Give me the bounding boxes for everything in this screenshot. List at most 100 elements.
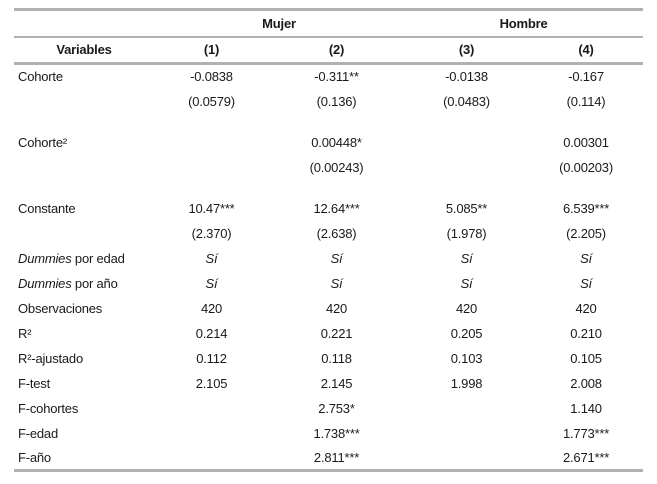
column-header-2: (2)	[269, 36, 405, 65]
value-cell: Sí	[580, 250, 592, 266]
value-cell	[404, 130, 529, 155]
value-cell: 420	[200, 300, 223, 316]
group-header-mujer: Mujer	[154, 9, 405, 38]
table-row-stat: R²-ajustado 0.112 0.118 0.103 0.105	[14, 346, 643, 371]
row-label: F-cohortes	[14, 396, 154, 421]
value-cell: 0.105	[570, 350, 602, 366]
value-cell: -0.0838	[190, 69, 233, 85]
row-label-part: F-test	[18, 375, 51, 391]
value-cell: 0.210	[570, 325, 602, 341]
value-cell	[154, 446, 269, 471]
row-label: F-test	[14, 371, 154, 396]
row-label: Cohorte²	[14, 130, 154, 155]
value-cell: 0.112	[196, 350, 227, 366]
row-label-part: Constante	[18, 200, 76, 216]
table-row-coef: Cohorte -0.0838 -0.311** -0.0138 -0.167	[14, 64, 643, 89]
value-cell: 2.008	[570, 375, 602, 391]
value-cell: 2.753*	[318, 400, 355, 416]
value-cell: Sí	[460, 275, 473, 291]
value-cell: 2.145	[320, 375, 353, 391]
value-cell: 1.140	[570, 400, 602, 416]
row-label-part: por edad	[71, 250, 125, 266]
row-label: R²-ajustado	[14, 346, 154, 371]
table-row-stat: F-año 2.811*** 2.671***	[14, 446, 643, 471]
value-cell: 0.00448*	[311, 134, 362, 150]
value-cell	[404, 396, 529, 421]
column-header-1: (1)	[154, 36, 269, 65]
value-cell: -0.0138	[445, 69, 488, 85]
row-label-part: Observaciones	[18, 300, 103, 316]
value-cell: 1.773***	[562, 425, 610, 441]
table-row-coef: Constante 10.47*** 12.64*** 5.085** 6.539***	[14, 196, 643, 221]
value-cell: 5.085**	[445, 200, 488, 216]
value-cell: 10.47***	[188, 200, 235, 216]
table-row-se: (2.370) (2.638) (1.978) (2.205)	[14, 221, 643, 246]
value-cell	[154, 130, 269, 155]
row-label: F-año	[14, 446, 154, 471]
value-cell: -0.311**	[314, 69, 359, 85]
row-label-part: Dummies	[18, 250, 72, 266]
column-header-3: (3)	[404, 36, 530, 65]
value-cell: 0.00301	[563, 134, 609, 150]
value-cell: 12.64***	[313, 200, 360, 216]
row-label-part: R²-ajustado	[18, 350, 83, 366]
row-label: Constante	[14, 196, 154, 221]
row-label	[14, 89, 154, 114]
value-cell: 0.221	[320, 325, 353, 341]
table-row-stat: Dummies por edad Sí Sí Sí Sí	[14, 246, 643, 271]
value-cell: 1.998	[450, 375, 483, 391]
spacer-row	[14, 114, 643, 130]
value-cell: (2.205)	[566, 225, 606, 241]
row-label-part: Cohorte²	[18, 134, 67, 150]
table-row-se: (0.00243) (0.00203)	[14, 155, 643, 180]
value-cell: 0.214	[195, 325, 228, 341]
row-label-part: R²	[18, 325, 32, 341]
value-cell: 0.205	[450, 325, 483, 341]
value-cell	[404, 446, 529, 471]
row-label: Cohorte	[14, 64, 154, 89]
row-label-part: Dummies	[18, 275, 72, 291]
row-label-part: F-cohortes	[18, 400, 79, 416]
row-label-part: Cohorte	[18, 69, 63, 85]
row-label: F-edad	[14, 421, 154, 446]
row-label: Observaciones	[14, 296, 154, 321]
table-row-stat: Dummies por año Sí Sí Sí Sí	[14, 271, 643, 296]
value-cell: (0.00243)	[309, 159, 364, 175]
table-row-se: (0.0579) (0.136) (0.0483) (0.114)	[14, 89, 643, 114]
value-cell: 420	[575, 300, 597, 316]
value-cell: 0.103	[450, 350, 483, 366]
value-cell: Sí	[460, 250, 473, 266]
value-cell: 2.671***	[562, 449, 610, 465]
value-cell: 420	[455, 300, 478, 316]
value-cell: 420	[325, 300, 348, 316]
group-header-row: Mujer Hombre	[14, 9, 644, 38]
value-cell: 2.105	[195, 375, 228, 391]
value-cell: (0.00203)	[559, 159, 613, 175]
regression-table: Mujer Hombre Variables (1) (2) (3) (4) C…	[14, 8, 644, 472]
row-label: R²	[14, 321, 154, 346]
value-cell: (0.0579)	[188, 93, 235, 109]
column-header-4: (4)	[529, 36, 644, 65]
value-cell	[404, 155, 529, 180]
column-header-row: Variables (1) (2) (3) (4)	[14, 36, 644, 65]
table-row-stat: Observaciones 420 420 420 420	[14, 296, 643, 321]
value-cell: (0.136)	[316, 93, 357, 109]
value-cell: Sí	[330, 250, 343, 266]
value-cell: Sí	[330, 275, 343, 291]
spacer-cell	[14, 114, 643, 130]
value-cell: 6.539***	[562, 200, 610, 216]
value-cell	[154, 396, 269, 421]
spacer-cell	[14, 180, 643, 196]
table-row-stat: F-edad 1.738*** 1.773***	[14, 421, 643, 446]
spacer-row	[14, 180, 643, 196]
value-cell: -0.167	[568, 69, 604, 85]
value-cell: (2.370)	[191, 225, 232, 241]
group-header-hombre: Hombre	[404, 9, 644, 38]
table-row-stat: F-test 2.105 2.145 1.998 2.008	[14, 371, 643, 396]
value-cell: 2.811***	[313, 449, 360, 465]
table-body: Cohorte -0.0838 -0.311** -0.0138 -0.167 (0.05…	[14, 64, 643, 471]
table-header: Mujer Hombre Variables (1) (2) (3) (4)	[14, 9, 644, 65]
row-label	[14, 221, 154, 246]
value-cell	[154, 155, 269, 180]
